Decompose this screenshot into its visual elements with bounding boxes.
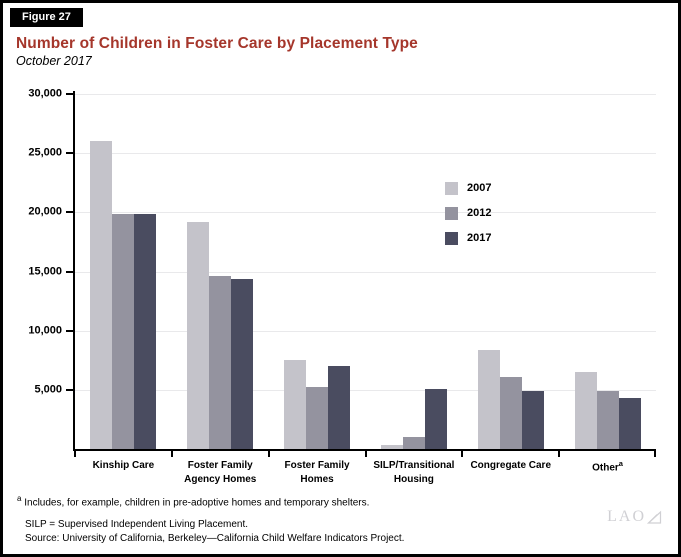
legend-item-2012: 2012 (445, 207, 491, 220)
chart-title: Number of Children in Foster Care by Pla… (16, 35, 418, 52)
x-axis-tick (558, 451, 561, 457)
bar-2017-congregate-care (521, 391, 544, 449)
y-axis-tick (66, 211, 73, 214)
plot-area: 5,000 10,000 15,000 20,000 25,000 30,000 Kinsh… (28, 88, 656, 485)
footnote-source: Source: University of California, Berkel… (25, 533, 405, 545)
footnote-a-marker: a (17, 494, 22, 503)
bar-2007-other (574, 372, 597, 449)
x-axis-tick (267, 451, 270, 457)
x-axis-label-kinship-care: Kinship Care (92, 460, 155, 471)
bar-2012-foster-family-homes (306, 387, 329, 449)
gridline (75, 330, 656, 332)
x-axis-tick (170, 451, 173, 457)
bar-2007-kinship-care (90, 141, 113, 449)
legend-label-2012: 2012 (467, 207, 492, 219)
gridline (75, 153, 656, 155)
bar-2017-kinship-care (134, 213, 157, 449)
x-axis-label-silp-transitional-housing: SILP/Transitional Housing (373, 460, 455, 485)
bar-2007-foster-family-homes (284, 360, 307, 449)
y-axis-label: 25,000 (28, 146, 62, 159)
bar-2017-silp-transitional-housing (424, 388, 447, 449)
legend-item-2007: 2007 (445, 182, 491, 195)
bar-2007-silp-transitional-housing (380, 445, 403, 449)
legend-swatch-2017 (445, 232, 458, 245)
bar-2012-congregate-care (499, 376, 522, 449)
x-axis-label-other: Othera (592, 459, 623, 474)
y-axis-label: 20,000 (28, 205, 62, 218)
bar-2012-foster-family-agency-homes (209, 276, 232, 449)
legend-label-2017: 2017 (467, 232, 492, 244)
x-axis-tick (74, 451, 76, 457)
gridline (75, 212, 656, 214)
footnote-silp: SILP = Supervised Independent Living Pla… (25, 519, 249, 531)
x-axis-line (73, 449, 656, 451)
bar-group-silp-transitional-housing: SILP/Transitional Housing (365, 94, 462, 485)
lao-logo-icon (647, 510, 662, 524)
bar-2007-congregate-care (477, 349, 500, 449)
y-axis-tick (66, 329, 73, 332)
bar-group-foster-family-homes: Foster Family Homes (269, 94, 366, 485)
bar-2017-other (618, 398, 641, 449)
y-axis-label: 30,000 (28, 87, 62, 100)
y-axis-label: 5,000 (34, 383, 62, 396)
footnotes: a Includes, for example, children in pre… (17, 492, 404, 546)
x-axis-label-foster-family-agency-homes: Foster Family Agency Homes (184, 460, 257, 485)
y-axis-label: 15,000 (28, 265, 62, 277)
legend-swatch-2007 (445, 182, 458, 195)
footnote-a-text: Includes, for example, children in pre-a… (21, 497, 370, 509)
legend-label-2007: 2007 (467, 182, 492, 194)
bar-2017-foster-family-agency-homes (231, 278, 254, 449)
chart-subtitle: October 2017 (16, 54, 92, 68)
x-axis-tick (461, 451, 464, 457)
legend-item-2017: 2017 (445, 232, 491, 245)
footnote-a: a Includes, for example, children in pre… (17, 492, 404, 510)
y-axis-tick (66, 270, 73, 273)
bar-2012-other (596, 391, 619, 449)
legend-swatch-2012 (445, 207, 458, 220)
y-axis-line (73, 91, 75, 451)
figure-label: Figure 27 (10, 8, 83, 27)
bar-2017-foster-family-homes (328, 366, 351, 449)
bar-2007-foster-family-agency-homes (187, 221, 210, 449)
gridline (75, 389, 656, 391)
bar-group-congregate-care: Congregate Care (462, 94, 559, 471)
y-axis-tick (66, 152, 73, 155)
x-axis-tick (654, 451, 656, 457)
x-axis-tick (364, 451, 367, 457)
lao-watermark: LAO (607, 508, 662, 526)
y-axis-tick (66, 388, 73, 391)
bar-group-kinship-care: Kinship Care (75, 94, 172, 471)
bar-group-other: Othera (559, 94, 656, 473)
bar-groups: Kinship Care Foster Family Agency Homes Fos… (75, 94, 656, 485)
x-axis-label-superscript: a (618, 459, 623, 468)
bar-2012-kinship-care (112, 213, 135, 449)
bar-group-foster-family-agency-homes: Foster Family Agency Homes (172, 94, 269, 485)
y-axis-label: 10,000 (28, 324, 62, 337)
x-axis-label-congregate-care: Congregate Care (470, 460, 552, 471)
lao-watermark-text: LAO (607, 508, 646, 525)
bar-2012-silp-transitional-housing (402, 437, 425, 449)
gridline (75, 94, 656, 95)
chart-legend: 2007 2012 2017 (445, 182, 491, 257)
y-axis-tick (66, 93, 73, 95)
gridline (75, 271, 656, 273)
x-axis-label-foster-family-homes: Foster Family Homes (284, 460, 350, 485)
